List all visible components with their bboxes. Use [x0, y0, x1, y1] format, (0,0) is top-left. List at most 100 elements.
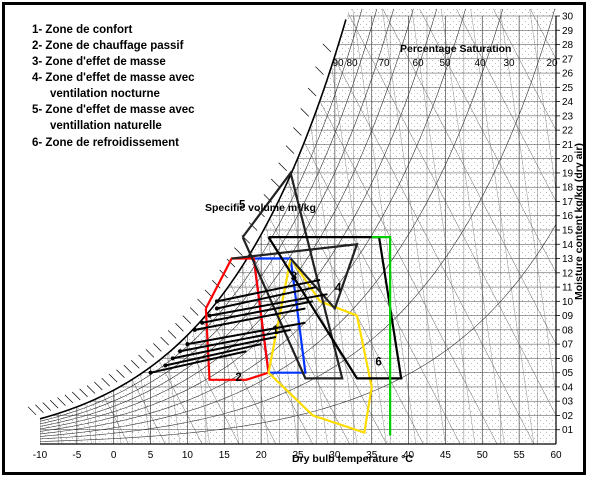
- y-axis-title: Moisture content kg/kg (dry air): [573, 143, 585, 300]
- y-tick-label: 19: [562, 168, 574, 179]
- y-tick-label: 29: [562, 26, 574, 37]
- wetbulb-tick: [64, 394, 74, 404]
- y-tick-label: 16: [562, 211, 574, 222]
- y-tick-label: 24: [562, 97, 574, 108]
- wetbulb-tick: [293, 127, 302, 136]
- climate-point-1: [214, 306, 219, 311]
- wetbulb-tick: [197, 298, 206, 308]
- zone-label-6: 6: [375, 357, 381, 369]
- x-tick-label: 20: [256, 450, 268, 461]
- y-tick-label: 13: [562, 254, 574, 265]
- saturation-tick-label: 60: [412, 58, 424, 69]
- y-tick-label: 11: [562, 283, 573, 294]
- saturation-title: Percentage Saturation: [400, 43, 511, 55]
- y-tick-label: 07: [562, 340, 574, 351]
- wetbulb-tick: [42, 402, 51, 411]
- climate-point-5: [185, 342, 190, 347]
- legend-item-4: 4- Zone d'effet de masse avec: [32, 72, 195, 84]
- wetbulb-tick: [79, 388, 88, 398]
- legend-item-6: 6- Zone de refroidissement: [32, 137, 179, 149]
- y-tick-label: 22: [562, 126, 574, 137]
- y-tick-label: 26: [562, 69, 574, 80]
- saturation-tick-label: 30: [503, 58, 515, 69]
- x-tick-label: 50: [477, 450, 489, 461]
- y-tick-label: 03: [562, 397, 574, 408]
- zone-label-4: 4: [335, 282, 342, 294]
- x-tick-label: 35: [366, 450, 378, 461]
- y-tick-label: 23: [562, 111, 574, 122]
- rh-curve-30: [40, 8, 509, 437]
- legend-item-4-cont: ventilation nocturne: [50, 88, 160, 100]
- y-tick-label: 12: [562, 268, 574, 279]
- wetbulb-tick: [285, 145, 295, 154]
- wetbulb-tick: [167, 330, 177, 339]
- wetbulb-scale: [27, 43, 332, 416]
- wetbulb-tick: [123, 364, 133, 374]
- rh-curve-90: [40, 8, 369, 422]
- y-tick-label: 14: [562, 240, 574, 251]
- wetbulb-tick: [101, 377, 110, 387]
- y-tick-label: 05: [562, 368, 574, 379]
- wetbulb-tick: [212, 279, 221, 289]
- climate-line-8: [165, 343, 262, 367]
- wetbulb-tick: [248, 222, 258, 231]
- rh-curve-20: [40, 8, 556, 440]
- climate-line-1: [216, 286, 317, 310]
- wetbulb-tick: [307, 87, 317, 97]
- rh-curve-80: [40, 8, 384, 425]
- wetbulb-tick: [57, 397, 66, 406]
- y-tick-label: 28: [562, 40, 574, 51]
- climate-point-7: [170, 356, 175, 361]
- x-tick-label: 25: [292, 450, 304, 461]
- grid-line-wetbulb: [445, 8, 556, 444]
- y-tick-label: 01: [562, 425, 574, 436]
- wetbulb-tick: [153, 343, 162, 352]
- y-tick-label: 15: [562, 226, 574, 237]
- legend-item-5: 5- Zone d'effet de masse avec: [32, 104, 195, 116]
- climate-line-6: [179, 328, 291, 353]
- wetbulb-tick: [315, 66, 324, 75]
- x-axis-title: Dry bulb temperature °C: [292, 453, 413, 465]
- climate-line-3: [201, 300, 313, 324]
- wetbulb-tick: [145, 349, 155, 358]
- climate-point-2: [207, 313, 212, 318]
- wetbulb-tick: [27, 406, 37, 416]
- wetbulb-tick: [234, 247, 243, 256]
- climate-point-4: [192, 327, 197, 332]
- wetbulb-tick: [175, 322, 184, 332]
- grid-line-volume: [496, 8, 556, 444]
- y-tick-label: 30: [562, 12, 574, 23]
- grid-line-volume: [437, 8, 505, 444]
- wetbulb-tick: [116, 369, 125, 378]
- wetbulb-tick: [94, 381, 103, 391]
- saturation-tick-label: 80: [346, 58, 358, 69]
- grid-line-wetbulb: [297, 8, 535, 444]
- y-tick-label: 08: [562, 325, 574, 336]
- grid-line-volume: [0, 0, 33, 444]
- y-tick-label: 21: [562, 140, 574, 151]
- x-tick-label: 40: [403, 450, 415, 461]
- chart-zones: 1 2 3 4 5 6: [204, 170, 403, 436]
- grid-line-wetbulb: [371, 8, 556, 444]
- chart-grid: [0, 0, 556, 444]
- climate-line-2: [209, 293, 328, 317]
- y-tick-label: 20: [562, 154, 574, 165]
- y-tick-label: 06: [562, 354, 574, 365]
- climate-line-7: [172, 336, 277, 360]
- climate-line-4: [194, 307, 306, 331]
- grid-line-wetbulb: [334, 8, 556, 444]
- x-tick-label: 5: [148, 450, 154, 461]
- x-tick-label: 60: [550, 450, 562, 461]
- y-tick-label: 17: [562, 197, 574, 208]
- wetbulb-tick: [130, 359, 140, 369]
- wetbulb-tick: [138, 354, 147, 364]
- legend-item-5-cont: ventillation naturelle: [50, 120, 162, 132]
- x-tick-label: 30: [329, 450, 341, 461]
- x-tick-label: 0: [111, 450, 117, 461]
- wetbulb-tick: [49, 399, 59, 409]
- wetbulb-tick: [300, 108, 309, 117]
- specific-volume-label: Specific volume m³/kg: [205, 202, 316, 214]
- y-tick-label: 18: [562, 183, 574, 194]
- zone-6-outline: [267, 236, 403, 380]
